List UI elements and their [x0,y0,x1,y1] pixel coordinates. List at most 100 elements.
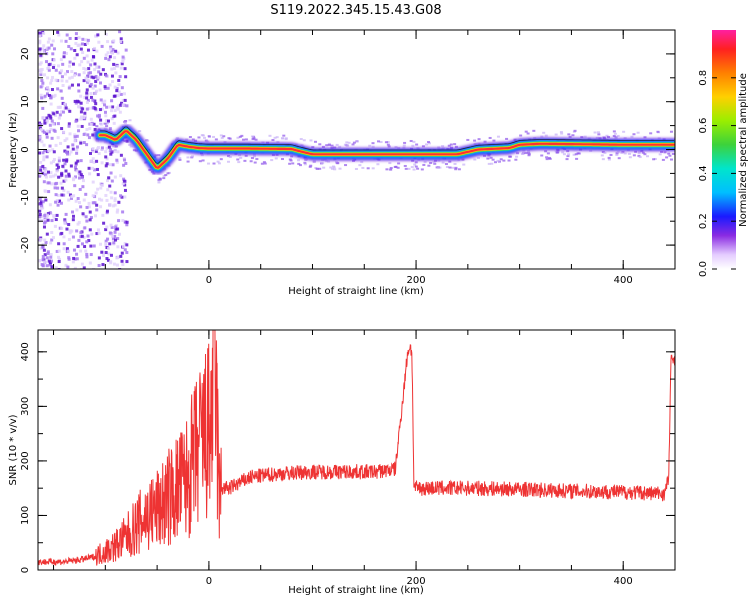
spectrogram-halo-point [445,165,449,168]
spectrogram-halo-point [260,162,264,165]
spectrogram-noise-point [108,55,112,59]
spectrogram-noise-point [46,129,50,133]
spectrogram-noise-point [47,113,51,117]
spectrogram-noise-point [96,187,100,191]
spectrogram-noise-point [104,239,108,243]
spectrogram-noise-point [56,203,60,207]
spectrogram-noise-point [79,117,83,121]
spectrogram-noise-point [62,242,66,246]
spectrogram-noise-point [43,173,47,177]
spectrogram-halo-point [509,155,513,158]
spectrogram-halo-point [410,166,414,169]
spectrogram-noise-point [92,160,96,164]
spectrogram-noise-point [121,98,125,102]
spectrogram-noise-point [82,66,86,70]
spectrogram-noise-point [119,92,123,96]
spectrogram-halo-point [352,141,356,144]
spectrogram-noise-point [116,237,120,241]
spectrogram-halo-point [514,158,518,161]
spectrogram-noise-point [41,116,45,120]
spectrogram-halo-point [448,166,452,169]
spectrogram-noise-point [57,159,61,163]
spectrogram-halo-point [412,140,416,143]
spectrogram-noise-point [113,56,117,60]
spectrogram-halo-point [615,152,619,155]
spectrogram-noise-point [38,197,42,201]
spectrogram-halo-point [238,135,242,138]
snr-panel: 0 200 400 0 100 200 300 400 Height of straight… [8,329,676,596]
spectrogram-noise-point [125,251,129,255]
spectrogram-noise-point [59,141,63,145]
spectrogram-halo-point [457,168,461,171]
spectrogram-y-tick-label: 0 [20,146,31,152]
spectrogram-halo-point [660,150,664,153]
spectrogram-noise-point [108,47,112,51]
spectrogram-noise-point [96,147,100,151]
spectrogram-halo-point [429,161,433,164]
spectrogram-noise-point [85,255,89,259]
snr-y-tick-label: 0 [20,567,31,573]
spectrogram-noise-point [45,256,49,260]
spectrogram-noise-point [41,255,45,259]
spectrogram-noise-point [64,174,68,178]
spectrogram-noise-point [68,109,72,113]
spectrogram-halo-point [200,134,204,137]
spectrogram-halo-point [603,151,607,154]
spectrogram-noise-point [73,139,77,143]
spectrogram-noise-point [39,204,43,208]
spectrogram-halo-point [271,139,275,142]
spectrogram-noise-point [75,53,79,57]
spectrogram-noise-point [114,225,118,229]
spectrogram-noise-point [54,143,58,147]
spectrogram-noise-point [94,80,98,84]
spectrogram-noise-point [80,60,84,64]
spectrogram-noise-point [54,173,58,177]
spectrogram-halo-point [321,145,325,148]
spectrogram-noise-point [105,198,109,202]
spectrogram-halo-point [345,141,349,144]
spectrogram-noise-point [73,266,77,269]
spectrogram-noise-point [87,239,91,243]
spectrogram-halo-point [414,161,418,164]
spectrogram-halo-point [432,161,436,164]
spectrogram-noise-point [57,175,61,179]
spectrogram-noise-point [89,244,93,248]
spectrogram-halo-point [665,156,669,159]
spectrogram-noise-point [114,227,118,231]
spectrogram-noise-point [73,257,77,261]
spectrogram-ridge-layer [99,130,675,169]
spectrogram-noise-point [51,39,55,43]
spectrogram-noise-point [89,151,93,155]
spectrogram-noise-point [67,174,71,178]
spectrogram-halo-point [423,161,427,164]
spectrogram-halo-point [527,154,531,157]
spectrogram-noise-point [105,257,109,261]
spectrogram-noise-point [48,203,52,207]
spectrogram-halo-point [282,134,286,137]
spectrogram-halo-point [157,181,161,184]
spectrogram-noise-point [63,219,67,223]
spectrogram-noise-point [113,94,117,98]
spectrogram-halo-point [327,142,331,145]
spectrogram-noise-point [98,108,102,112]
spectrogram-noise-point [80,42,84,46]
spectrogram-noise-point [55,213,59,217]
spectrogram-noise-point [106,51,110,55]
spectrogram-halo-point [447,144,451,147]
spectrogram-noise-point [96,173,100,177]
spectrogram-noise-point [77,201,81,205]
spectrogram-halo-point [219,158,223,161]
spectrogram-noise-point [62,158,66,162]
spectrogram-halo-point [250,157,254,160]
spectrogram-noise-point [91,106,95,110]
spectrogram-noise-point [62,188,66,192]
spectrogram-noise-point [88,218,92,222]
spectrogram-noise-point [41,200,45,204]
spectrogram-noise-point [46,66,50,70]
spectrogram-noise-point [49,171,53,175]
spectrogram-y-ticks: -20 -10 0 10 20 [20,29,675,270]
spectrogram-halo-point [600,154,604,157]
spectrogram-halo-point [128,119,132,122]
spectrogram-halo-point [347,141,351,144]
spectrogram-noise-point [93,84,97,88]
